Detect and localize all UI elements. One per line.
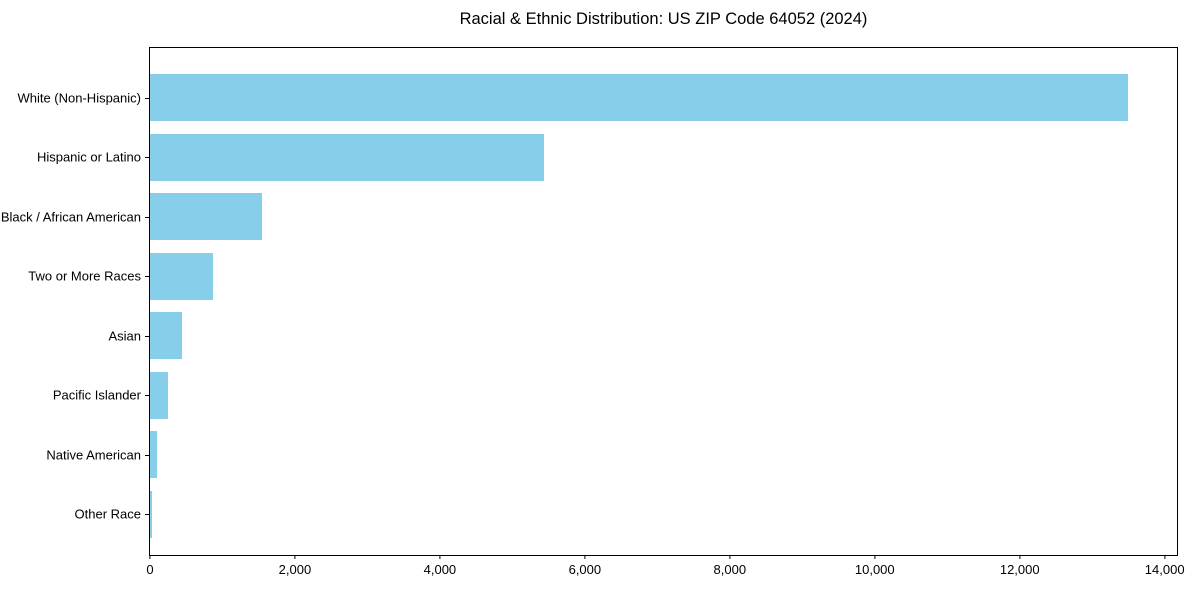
x-tick-label: 0 bbox=[146, 562, 154, 577]
bar bbox=[150, 371, 169, 419]
bar-row: Two or More Races bbox=[28, 247, 1177, 307]
y-tick-mark bbox=[145, 216, 149, 218]
x-tick-mark bbox=[1019, 555, 1021, 559]
bar-row: Hispanic or Latino bbox=[37, 128, 1177, 188]
x-tick-label: 10,000 bbox=[854, 562, 895, 577]
y-tick-label: Pacific Islander bbox=[52, 387, 141, 403]
bar-row: Pacific Islander bbox=[53, 366, 1177, 426]
bars-container: White (Non-Hispanic) Hispanic or Latino Bl… bbox=[1, 48, 1177, 555]
bar-row: Other Race bbox=[75, 485, 1177, 545]
y-tick-label: Native American bbox=[46, 447, 141, 463]
chart-title: Racial & Ethnic Distribution: US ZIP Cod… bbox=[459, 10, 868, 28]
x-tick-mark bbox=[149, 555, 151, 559]
x-tick-label: 14,000 bbox=[1144, 562, 1185, 577]
x-tick-label: 8,000 bbox=[713, 562, 747, 577]
x-tick-mark bbox=[1164, 555, 1166, 559]
y-tick-mark bbox=[145, 335, 149, 337]
y-tick-label: Other Race bbox=[74, 506, 141, 522]
y-tick-label: White (Non-Hispanic) bbox=[17, 90, 141, 106]
x-tick-mark bbox=[729, 555, 731, 559]
x-tick-mark bbox=[874, 555, 876, 559]
x-tick-label: 6,000 bbox=[568, 562, 602, 577]
bar bbox=[150, 133, 545, 181]
bar-row: Black / African American bbox=[1, 187, 1177, 247]
plot-area: White (Non-Hispanic) Hispanic or Latino Bl… bbox=[1, 47, 1185, 577]
x-tick-label: 2,000 bbox=[278, 562, 312, 577]
y-tick-mark bbox=[145, 97, 149, 99]
bar bbox=[150, 252, 214, 300]
y-tick-mark bbox=[145, 395, 149, 397]
x-tick-mark bbox=[584, 555, 586, 559]
bar bbox=[150, 312, 182, 360]
y-tick-label: Hispanic or Latino bbox=[36, 149, 141, 165]
y-tick-label: Asian bbox=[108, 328, 141, 344]
y-tick-mark bbox=[145, 514, 149, 516]
x-tick-label: 12,000 bbox=[999, 562, 1040, 577]
x-tick-mark bbox=[294, 555, 296, 559]
y-tick-mark bbox=[145, 276, 149, 278]
bar bbox=[150, 193, 263, 241]
y-tick-mark bbox=[145, 454, 149, 456]
x-tick-mark bbox=[439, 555, 441, 559]
y-tick-label: Black / African American bbox=[0, 209, 141, 225]
bar bbox=[150, 431, 157, 479]
bar bbox=[150, 74, 1128, 122]
y-tick-label: Two or More Races bbox=[28, 268, 141, 284]
bar-row: White (Non-Hispanic) bbox=[17, 68, 1177, 128]
bar bbox=[150, 490, 153, 538]
y-tick-mark bbox=[145, 157, 149, 159]
x-tick-label: 4,000 bbox=[423, 562, 457, 577]
bar-row: Asian bbox=[108, 306, 1177, 366]
bar-row: Native American bbox=[46, 425, 1177, 485]
